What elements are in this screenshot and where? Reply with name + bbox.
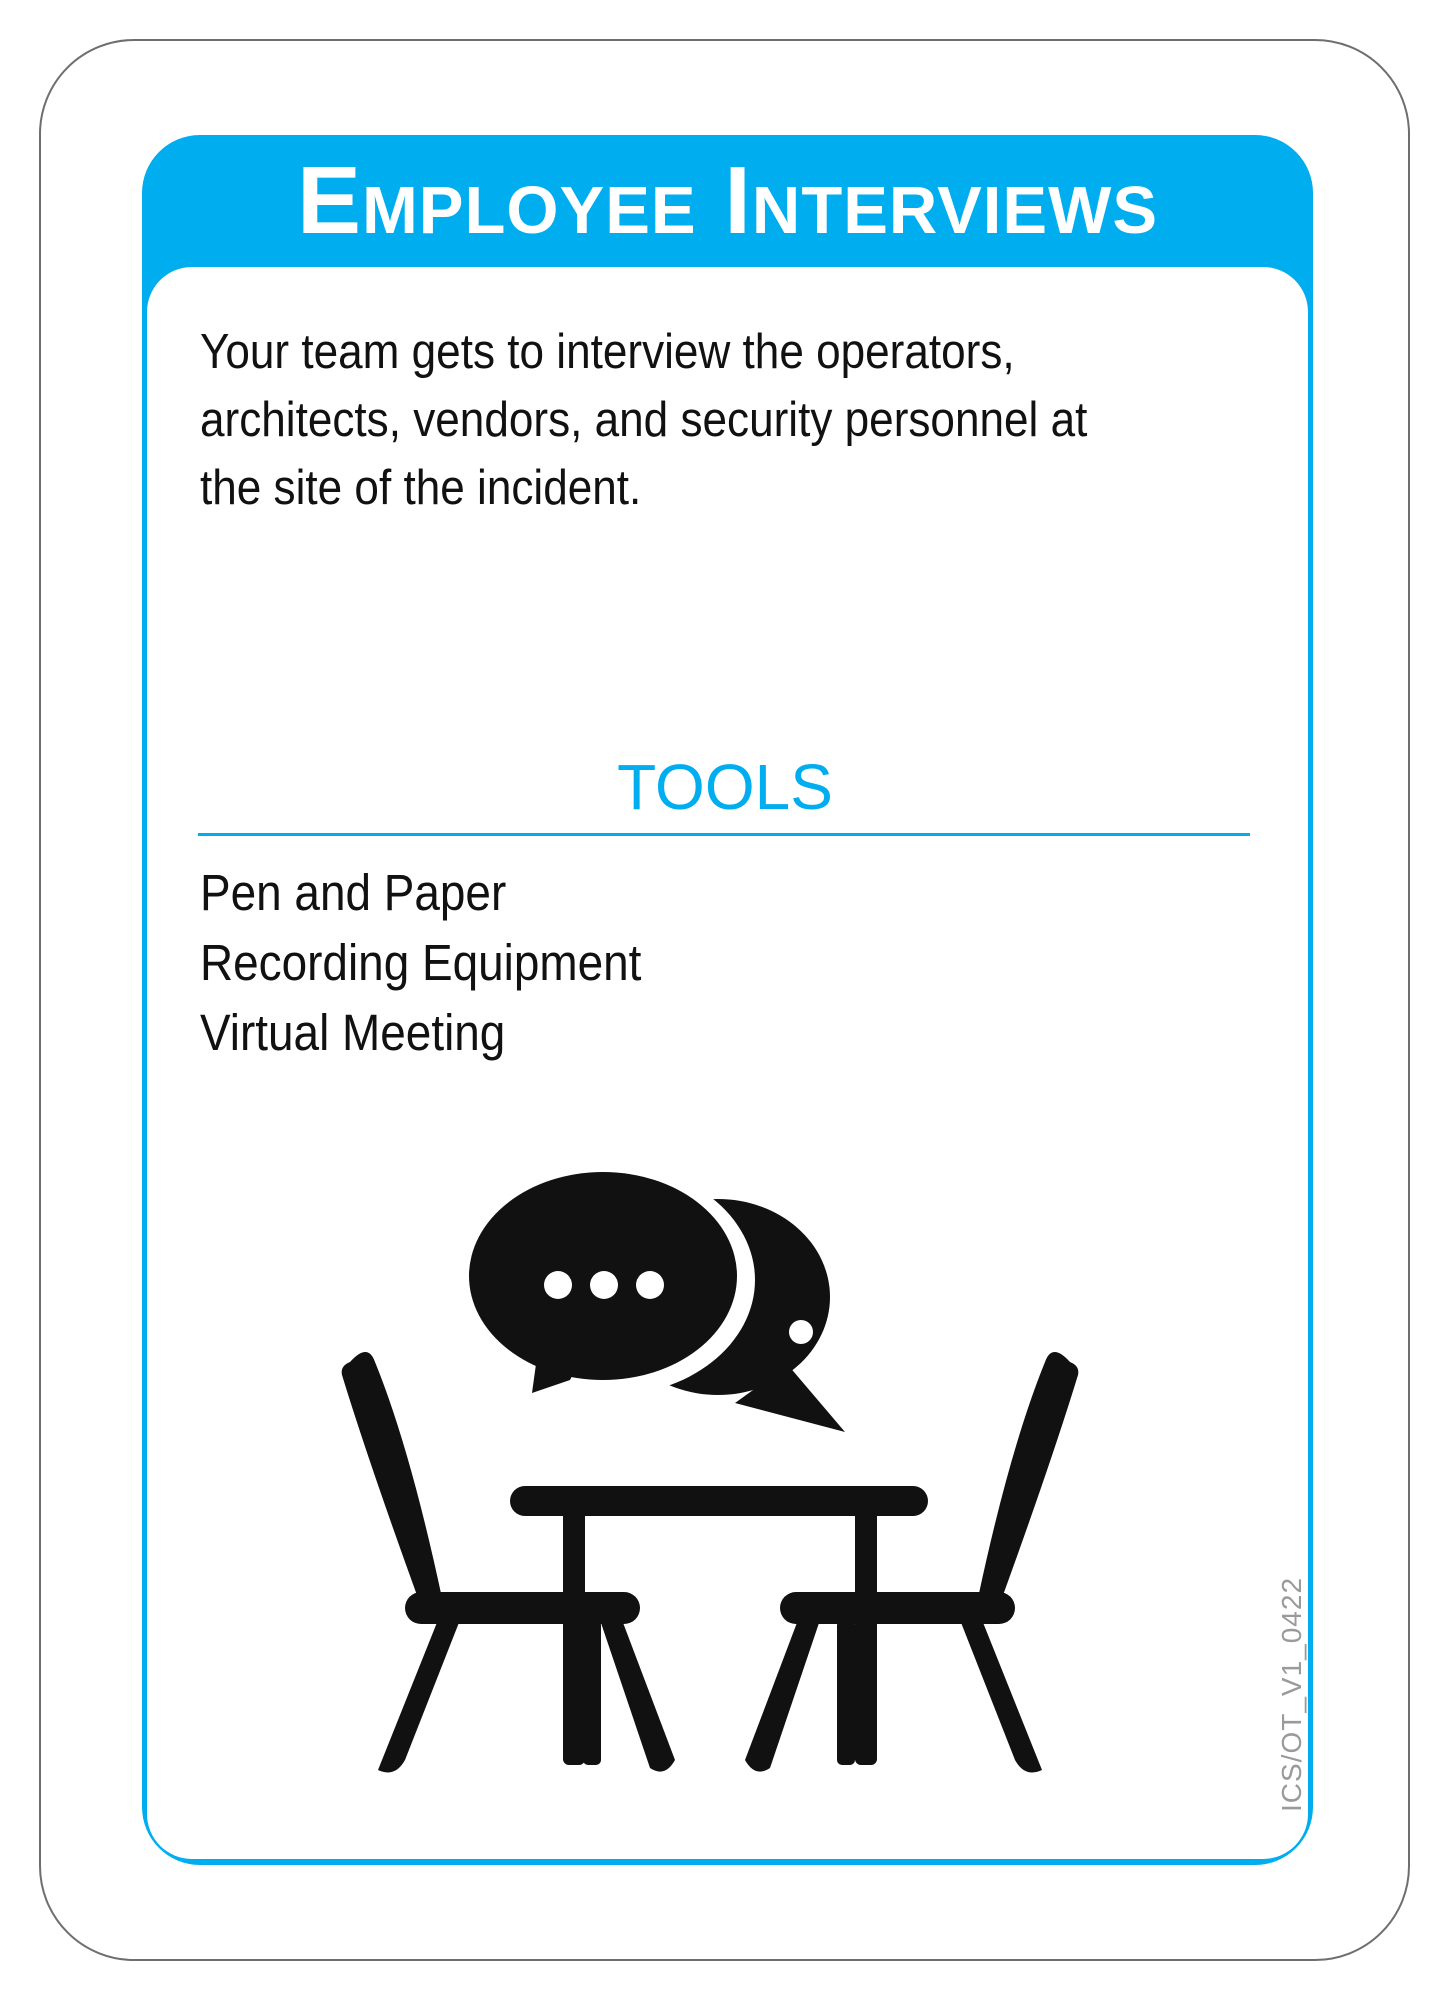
table-leg-icon: [563, 1510, 585, 1765]
chair-leg-icon: [960, 1620, 1042, 1773]
chair-seat-icon: [405, 1592, 640, 1624]
tools-divider: [198, 833, 1250, 836]
tool-item: Virtual Meeting: [200, 1004, 506, 1061]
card-title: Employee Interviews: [296, 147, 1159, 254]
typing-dot-icon: [789, 1320, 813, 1344]
table-top-icon: [510, 1486, 928, 1516]
version-code: ICS/OT_V1_0422: [1276, 1576, 1307, 1812]
chair-back-icon: [978, 1352, 1079, 1598]
chat-bubble-front-tail: [532, 1335, 575, 1393]
chat-bubble-back-tail: [735, 1365, 845, 1432]
typing-dot-icon: [544, 1271, 572, 1299]
chair-back-icon: [341, 1352, 442, 1598]
card-description: Your team gets to interview the operator…: [200, 325, 1088, 515]
interview-table-chat-icon: [341, 1170, 1079, 1773]
typing-dot-icon: [636, 1271, 664, 1299]
typing-dot-icon: [590, 1271, 618, 1299]
chair-seat-icon: [780, 1592, 1015, 1624]
chair-leg-icon: [600, 1620, 675, 1772]
tools-heading: TOOLS: [617, 751, 833, 823]
chair-leg-icon: [378, 1620, 460, 1773]
card-body: [147, 267, 1308, 1859]
tool-item: Pen and Paper: [200, 864, 507, 921]
tools-list: Pen and Paper Recording Equipment Virtua…: [200, 858, 641, 1068]
chair-leg-icon: [583, 1620, 601, 1765]
table-leg-icon: [855, 1510, 877, 1765]
card-outline: [39, 39, 1410, 1961]
chair-leg-icon: [745, 1620, 820, 1772]
tool-item: Recording Equipment: [200, 934, 642, 991]
chair-leg-icon: [837, 1620, 855, 1765]
